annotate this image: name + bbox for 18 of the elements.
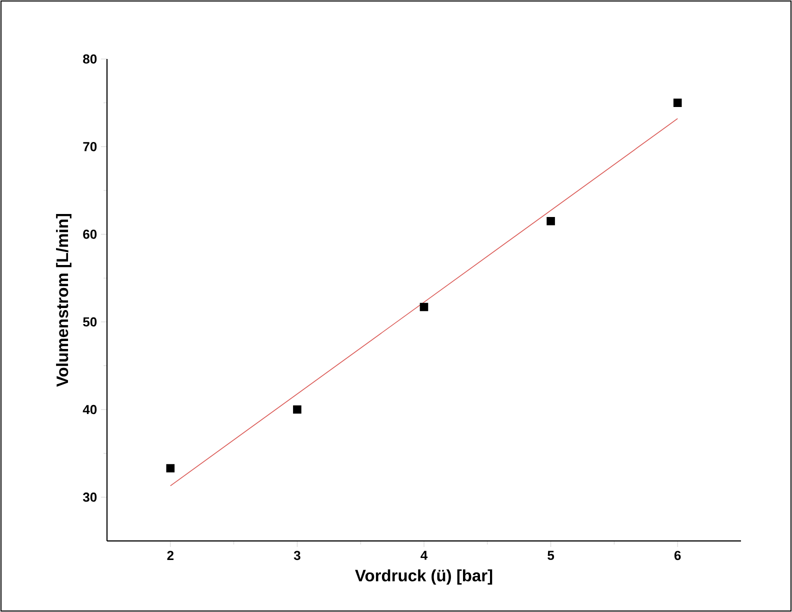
point (546, 216, 555, 226)
point (293, 405, 302, 414)
y-tick-label: 50 (83, 317, 97, 326)
y-tick-label: 60 (83, 230, 97, 239)
y-tick-label: 30 (82, 492, 97, 502)
y-tick-label: 70 (83, 142, 97, 152)
y-tick-label: 80 (83, 54, 97, 64)
y-axis-title: Volumenstrom [L/min] (56, 214, 72, 387)
x-tick-label: 4 (420, 550, 428, 560)
x-tick-label: 3 (294, 550, 300, 560)
x-tick-label: 5 (548, 550, 554, 560)
point (420, 302, 428, 312)
x-axis-title: Vordruck (ü) [bar] (355, 569, 492, 585)
y-tick-label: 40 (82, 404, 97, 414)
x-tick-label: 6 (674, 550, 681, 560)
point (673, 98, 682, 107)
x-tick-label: 2 (167, 550, 174, 560)
point (166, 464, 175, 472)
